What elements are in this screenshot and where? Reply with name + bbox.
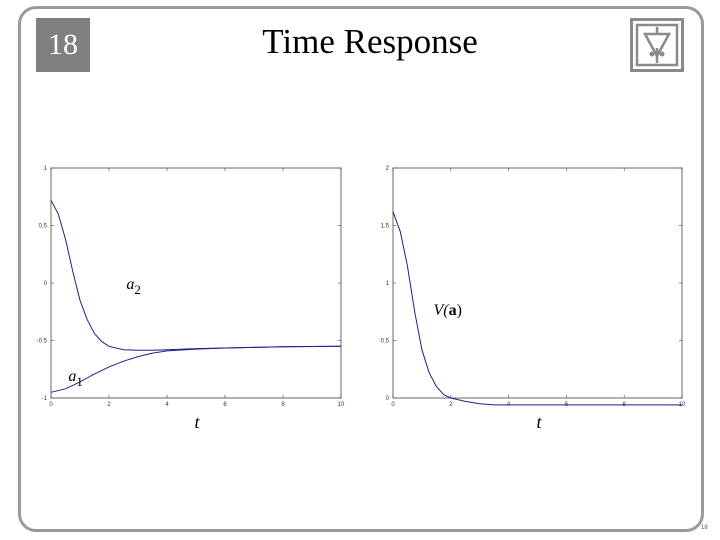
x-tick-label: 6 <box>223 402 227 408</box>
x-tick-label: 0 <box>49 402 53 408</box>
x-tick-label: 8 <box>281 402 285 408</box>
series-line-a1 <box>50 345 342 393</box>
y-tick-label: 1 <box>44 166 48 172</box>
y-tick-label: -0.5 <box>37 339 48 345</box>
plot-area-1 <box>50 167 342 399</box>
series-line-a2 <box>50 199 342 351</box>
y-tick-label: 0.5 <box>39 224 48 230</box>
resistor-ground-logo-icon <box>630 18 684 72</box>
x-tick-label: 10 <box>679 402 686 408</box>
y-tick-label: 0 <box>386 396 390 402</box>
slide-number-badge: 18 <box>36 18 90 72</box>
x-tick-label: 0 <box>391 402 395 408</box>
y-tick-label: 1 <box>386 281 390 287</box>
slide-title: Time Response <box>262 22 478 61</box>
footer-page-number: 18 <box>701 525 708 531</box>
x-tick-label: 2 <box>107 402 111 408</box>
x-axis-label-2: t <box>536 412 542 432</box>
curve-label-a1: a1 <box>68 368 83 389</box>
x-tick-label: 10 <box>338 402 345 408</box>
plot-area-2 <box>392 167 683 399</box>
x-tick-label: 2 <box>449 402 453 408</box>
curve-label-va: V(a) <box>433 302 461 319</box>
series-line-va <box>392 211 682 406</box>
x-tick-label: 4 <box>165 402 169 408</box>
slide-frame <box>18 6 704 532</box>
y-tick-label: 0 <box>44 281 48 287</box>
y-tick-label: 2 <box>386 166 390 172</box>
x-axis-label-1: t <box>194 412 200 432</box>
y-tick-label: 1.5 <box>381 224 390 230</box>
y-tick-label: 0.5 <box>381 339 390 345</box>
y-tick-label: -1 <box>42 396 48 402</box>
curve-label-a2: a2 <box>126 276 140 297</box>
